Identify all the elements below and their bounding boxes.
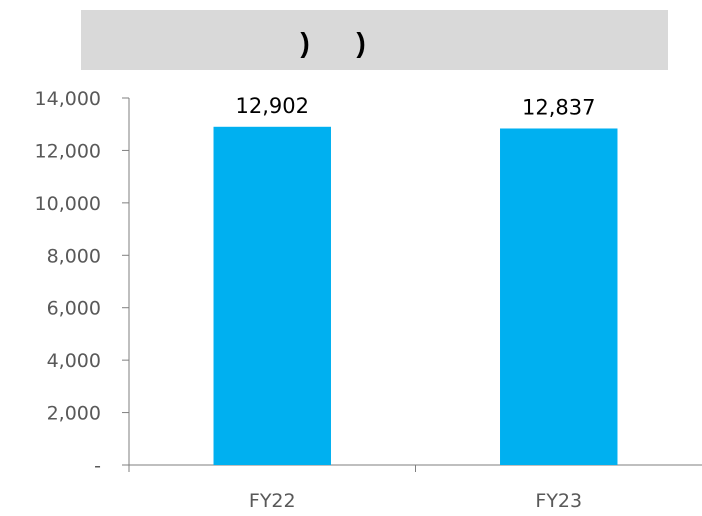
x-tick-label: FY22 (249, 490, 296, 512)
bars (213, 126, 618, 465)
y-tick-label: 14,000 (35, 88, 101, 110)
y-tick-label: 8,000 (47, 245, 101, 267)
x-tick-label: FY23 (535, 490, 582, 512)
data-label-fy23: 12,837 (522, 95, 595, 119)
chart-title-bar (81, 10, 668, 70)
y-tick-label: 4,000 (47, 350, 101, 372)
chart-title: ) ) (300, 27, 365, 58)
data-labels: 12,902 12,837 (236, 94, 596, 120)
y-axis: - 2,000 4,000 6,000 8,000 10,000 12,000 14,000 (35, 88, 130, 477)
x-axis: FY22 FY23 (128, 464, 702, 512)
y-tick-label: 6,000 (47, 298, 101, 320)
y-tick-label: 12,000 (35, 140, 101, 162)
bar-fy23 (500, 128, 618, 465)
y-tick-label: - (94, 455, 101, 477)
y-tick-label: 10,000 (35, 193, 101, 215)
data-label-fy22: 12,902 (236, 94, 309, 118)
bar-fy22 (213, 126, 331, 465)
y-tick-label: 2,000 (47, 403, 101, 425)
